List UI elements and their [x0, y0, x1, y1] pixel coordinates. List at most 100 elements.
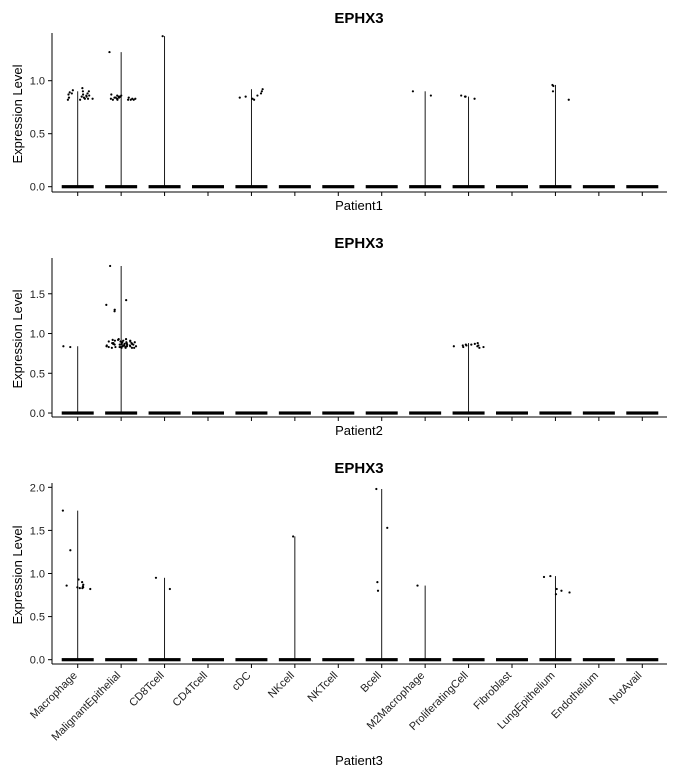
- data-point: [125, 341, 128, 344]
- data-point: [69, 345, 72, 349]
- data-point: [416, 584, 419, 587]
- data-point: [133, 341, 136, 344]
- data-point: [88, 94, 91, 97]
- zero-points-strip: [409, 411, 442, 415]
- data-point: [129, 340, 132, 343]
- data-point: [260, 90, 263, 93]
- zero-points-strip: [61, 185, 94, 189]
- data-point: [375, 487, 378, 491]
- zero-points-strip: [61, 411, 94, 415]
- data-point: [386, 526, 389, 529]
- zero-points-strip: [452, 185, 485, 189]
- data-point: [91, 97, 94, 100]
- data-point: [251, 97, 254, 100]
- data-point: [461, 344, 464, 347]
- category-label: CD4Tcell: [171, 670, 211, 710]
- y-tick-label: 0.5: [30, 368, 45, 380]
- data-point: [154, 576, 158, 579]
- data-point: [126, 98, 130, 101]
- data-point: [473, 97, 476, 100]
- data-point: [83, 97, 86, 100]
- data-point: [292, 535, 295, 538]
- data-point: [555, 587, 558, 591]
- y-axis-title: Expression Level: [10, 64, 25, 163]
- x-axis-title: Patient2: [335, 423, 383, 438]
- data-point: [109, 264, 112, 268]
- data-point: [253, 98, 256, 101]
- data-point: [86, 97, 90, 100]
- data-point: [120, 342, 123, 345]
- data-point: [568, 591, 571, 594]
- data-point: [116, 98, 119, 101]
- panel-patient1: EPHX3 Expression Level Patient1 0.0 0.5 1.…: [10, 10, 667, 213]
- data-point: [67, 93, 70, 96]
- zero-points-strip: [452, 411, 485, 415]
- data-point: [82, 583, 85, 586]
- data-point: [470, 343, 473, 346]
- zero-points-strip: [105, 185, 138, 189]
- zero-points-strip: [496, 658, 528, 662]
- data-point: [112, 342, 115, 345]
- data-point: [107, 345, 110, 349]
- data-point: [452, 345, 455, 348]
- x-axis-title: Patient1: [335, 198, 383, 213]
- y-tick-label: 2.0: [30, 482, 45, 494]
- zero-points-strip: [278, 658, 311, 662]
- data-point: [129, 345, 132, 348]
- data-marks: [61, 264, 659, 415]
- data-point: [111, 98, 115, 101]
- zero-points-strip: [322, 658, 355, 662]
- zero-points-strip: [496, 185, 528, 189]
- zero-points-strip: [409, 185, 442, 189]
- x-ticks: [77, 192, 643, 196]
- data-point: [133, 346, 136, 349]
- y-tick-label: 1.0: [30, 76, 45, 88]
- data-point: [109, 97, 112, 100]
- data-point: [105, 303, 108, 307]
- zero-points-strip: [61, 658, 94, 662]
- data-point: [478, 346, 481, 349]
- category-label: Endothelium: [549, 670, 601, 722]
- data-point: [113, 339, 116, 342]
- data-point: [113, 308, 116, 311]
- x-axis-title: Patient3: [335, 753, 383, 768]
- zero-points-strip: [539, 411, 572, 415]
- data-point: [256, 94, 259, 97]
- category-label: NKTcell: [306, 670, 341, 705]
- data-point: [560, 589, 563, 592]
- data-point: [110, 93, 113, 96]
- panel-title: EPHX3: [334, 10, 383, 27]
- data-point: [113, 310, 116, 313]
- data-point: [71, 89, 74, 92]
- y-axis-title: Expression Level: [10, 289, 25, 388]
- y-tick-label: 0.5: [30, 612, 45, 624]
- x-ticks: [77, 417, 643, 421]
- data-point: [460, 94, 463, 97]
- zero-points-strip: [192, 658, 224, 662]
- data-point: [70, 92, 73, 95]
- data-point: [119, 95, 122, 98]
- data-point: [61, 509, 64, 512]
- data-point: [122, 344, 125, 347]
- data-point: [105, 345, 108, 348]
- data-point: [130, 342, 134, 345]
- panel-title: EPHX3: [334, 460, 383, 477]
- data-point: [134, 345, 138, 348]
- zero-points-strip: [192, 411, 224, 415]
- data-point: [108, 50, 111, 54]
- zero-points-strip: [496, 411, 528, 415]
- data-point: [429, 94, 432, 97]
- data-point: [476, 341, 479, 345]
- data-point: [554, 593, 558, 596]
- data-point: [110, 346, 113, 349]
- data-point: [119, 340, 122, 343]
- zero-points-strip: [539, 658, 572, 662]
- data-point: [81, 90, 85, 93]
- data-point: [134, 97, 137, 100]
- zero-points-strip: [582, 411, 615, 415]
- data-point: [122, 339, 125, 342]
- data-point: [111, 338, 114, 341]
- data-point: [116, 94, 119, 97]
